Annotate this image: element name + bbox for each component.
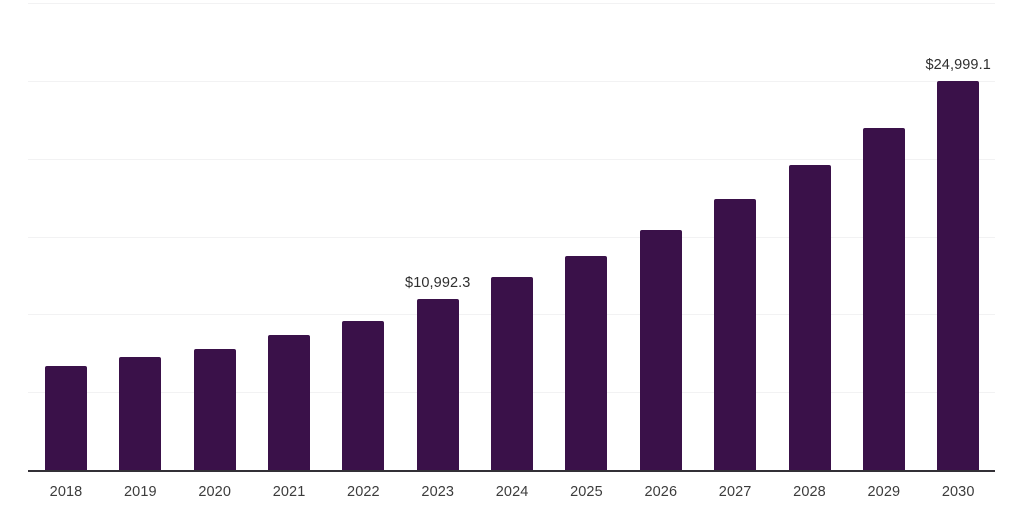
bar-2026[interactable]	[639, 230, 682, 470]
bar-2020[interactable]	[193, 349, 236, 470]
bar-2029[interactable]	[862, 127, 905, 470]
x-tick-label-2027: 2027	[718, 484, 752, 500]
x-tick-label-2023: 2023	[421, 484, 455, 500]
bar-2023[interactable]	[416, 298, 459, 470]
x-tick-label-2019: 2019	[124, 484, 157, 500]
bar-2024[interactable]	[491, 277, 534, 470]
x-tick-label-2020: 2020	[198, 484, 232, 500]
bar-value-label-2030: $24,999.1	[925, 57, 991, 73]
x-axis-tick-labels: 2018 2019 2020 2021 2022 2023 2024 2025 2026 2027…	[0, 484, 1024, 508]
bar-2022[interactable]	[342, 320, 385, 470]
x-tick-label-2028: 2028	[793, 484, 826, 500]
x-tick-label-2022: 2022	[347, 484, 380, 500]
bar-2025[interactable]	[565, 255, 608, 470]
bar-2021[interactable]	[268, 335, 311, 470]
bar-2030[interactable]	[937, 81, 980, 470]
x-axis-line	[28, 470, 995, 472]
x-tick-label-2018: 2018	[49, 484, 83, 500]
x-tick-label-2024: 2024	[495, 484, 529, 500]
bar-2028[interactable]	[788, 165, 831, 470]
x-tick-label-2029: 2029	[867, 484, 901, 500]
x-tick-label-2021: 2021	[272, 484, 306, 500]
x-tick-label-2025: 2025	[570, 484, 603, 500]
x-tick-label-2030: 2030	[941, 484, 975, 500]
x-tick-label-2026: 2026	[644, 484, 678, 500]
bar-2019[interactable]	[119, 357, 162, 470]
bar-2027[interactable]	[714, 198, 757, 470]
bar-2018[interactable]	[45, 365, 87, 470]
bar-value-label-2023: $10,992.3	[405, 274, 471, 291]
